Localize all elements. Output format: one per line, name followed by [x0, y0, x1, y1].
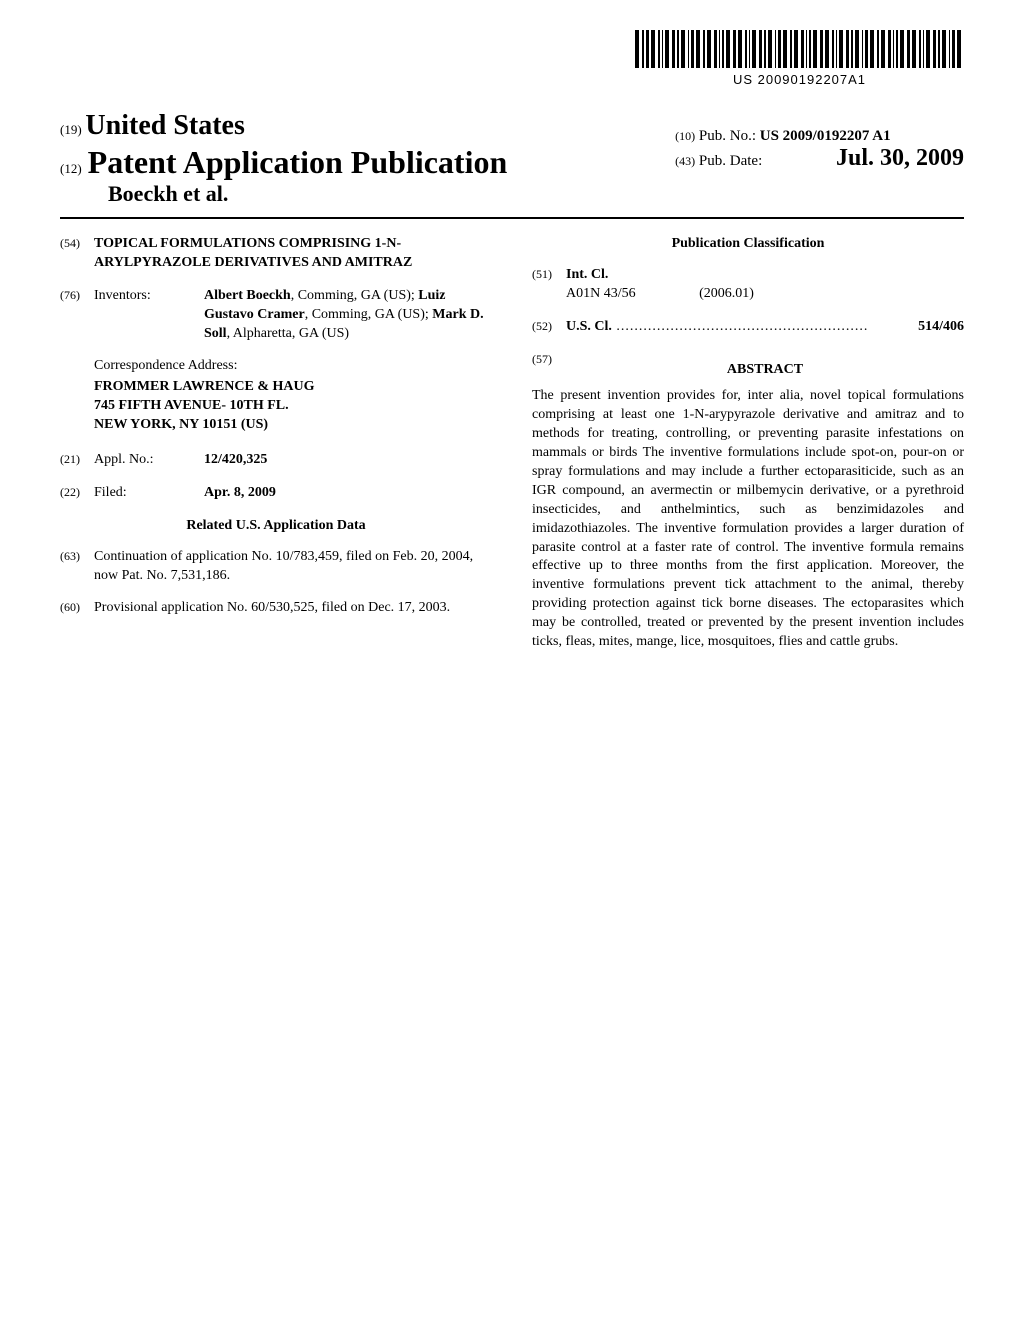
pub-classification-heading: Publication Classification — [532, 235, 964, 254]
related-data-heading: Related U.S. Application Data — [60, 517, 492, 536]
title-row: (54) TOPICAL FORMULATIONS COMPRISING 1-N… — [60, 235, 492, 273]
publication-type: Patent Application Publication — [88, 144, 508, 181]
filed-row: (22) Filed: Apr. 8, 2009 — [60, 484, 492, 503]
correspondence-line3: NEW YORK, NY 10151 (US) — [94, 416, 492, 435]
intcl-code: A01N 43/56 — [566, 286, 636, 301]
correspondence-line2: 745 FIFTH AVENUE- 10TH FL. — [94, 397, 492, 416]
inventor-1-name: Albert Boeckh — [204, 288, 291, 303]
appl-no-label: Appl. No.: — [94, 451, 204, 470]
barcode-number: US 20090192207A1 — [635, 72, 964, 87]
field-num-57: (57) — [532, 351, 566, 388]
intcl-version: (2006.01) — [699, 286, 754, 301]
header-rule — [60, 217, 964, 219]
invention-title: TOPICAL FORMULATIONS COMPRISING 1-N-ARYL… — [94, 235, 492, 273]
inventor-3-loc: , Alpharetta, GA (US) — [227, 326, 349, 341]
field-num-22: (22) — [60, 484, 94, 503]
field-num-10: (10) — [675, 129, 695, 143]
inventors-value: Albert Boeckh, Comming, GA (US); Luiz Gu… — [204, 287, 492, 344]
inventors-row: (76) Inventors: Albert Boeckh, Comming, … — [60, 287, 492, 344]
barcode-region: US 20090192207A1 — [635, 30, 964, 87]
field-num-51: (51) — [532, 266, 566, 304]
pub-right-block: (10) Pub. No.: US 2009/0192207 A1 (43) P… — [675, 128, 964, 172]
filed-value: Apr. 8, 2009 — [204, 484, 492, 503]
intcl-value: Int. Cl. A01N 43/56 (2006.01) — [566, 266, 964, 304]
correspondence-label: Correspondence Address: — [94, 357, 492, 376]
pub-number-line: (10) Pub. No.: US 2009/0192207 A1 — [675, 128, 964, 145]
field-num-21: (21) — [60, 451, 94, 470]
abstract-text: The present invention provides for, inte… — [532, 387, 964, 651]
uscl-code: 514/406 — [918, 318, 964, 337]
uscl-dots: ........................................… — [612, 319, 869, 334]
body-columns: (54) TOPICAL FORMULATIONS COMPRISING 1-N… — [60, 235, 964, 652]
continuation-text: Continuation of application No. 10/783,4… — [94, 548, 492, 586]
left-column: (54) TOPICAL FORMULATIONS COMPRISING 1-N… — [60, 235, 492, 652]
field-num-43: (43) — [675, 154, 695, 168]
uscl-label: U.S. Cl. — [566, 319, 612, 334]
filed-label: Filed: — [94, 484, 204, 503]
intcl-row: (51) Int. Cl. A01N 43/56 (2006.01) — [532, 266, 964, 304]
correspondence-line1: FROMMER LAWRENCE & HAUG — [94, 378, 492, 397]
pubdate-value: Jul. 30, 2009 — [836, 145, 964, 171]
field-num-19: (19) — [60, 122, 82, 137]
pubdate-label: Pub. Date: — [699, 153, 762, 169]
uscl-row: (52) U.S. Cl. ..........................… — [532, 318, 964, 337]
abstract-heading: ABSTRACT — [566, 361, 964, 380]
pubno-label: Pub. No.: — [699, 128, 756, 144]
field-num-12: (12) — [60, 161, 82, 177]
provisional-text: Provisional application No. 60/530,525, … — [94, 599, 492, 618]
uscl-value: U.S. Cl. ...............................… — [566, 318, 964, 337]
field-num-76: (76) — [60, 287, 94, 344]
field-num-60: (60) — [60, 599, 94, 618]
right-column: Publication Classification (51) Int. Cl.… — [532, 235, 964, 652]
field-num-63: (63) — [60, 548, 94, 586]
intcl-label: Int. Cl. — [566, 266, 964, 285]
author-line: Boeckh et al. — [108, 181, 964, 207]
inventor-1-loc: , Comming, GA (US); — [291, 288, 419, 303]
provisional-row: (60) Provisional application No. 60/530,… — [60, 599, 492, 618]
inventor-2-loc: , Comming, GA (US); — [305, 307, 433, 322]
country-name: United States — [85, 110, 244, 141]
abstract-heading-row: (57) ABSTRACT — [532, 351, 964, 388]
correspondence-block: Correspondence Address: FROMMER LAWRENCE… — [94, 357, 492, 435]
barcode-graphic — [635, 30, 964, 68]
continuation-row: (63) Continuation of application No. 10/… — [60, 548, 492, 586]
field-num-52: (52) — [532, 318, 566, 337]
pub-date-line: (43) Pub. Date: Jul. 30, 2009 — [675, 145, 964, 172]
field-num-54: (54) — [60, 235, 94, 273]
pubno-value: US 2009/0192207 A1 — [760, 128, 891, 144]
inventors-label: Inventors: — [94, 287, 204, 344]
appl-no-row: (21) Appl. No.: 12/420,325 — [60, 451, 492, 470]
appl-no-value: 12/420,325 — [204, 451, 492, 470]
